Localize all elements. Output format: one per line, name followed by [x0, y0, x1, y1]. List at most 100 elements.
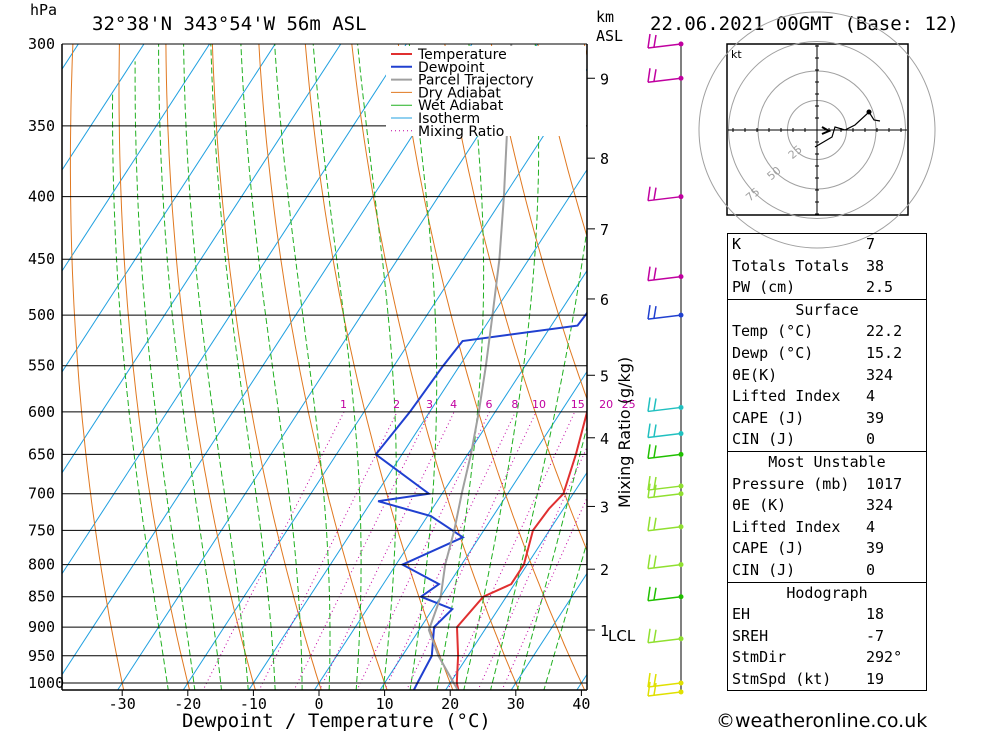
isotherm-line: [445, 471, 587, 690]
index-value: 324: [866, 496, 894, 515]
dry-adiabat-line: [69, 44, 125, 690]
isotherm-line: [62, 44, 211, 272]
wet-adiabat-line: [543, 540, 587, 690]
pressure-tick-label: 850: [28, 588, 55, 606]
mixing-ratio-line: [447, 411, 576, 690]
mixing-ratio-label: 8: [511, 398, 518, 411]
index-row: PW (cm) 2.5: [728, 277, 926, 299]
mixing-ratio-label: 3: [426, 398, 433, 411]
index-value: 22.2: [866, 322, 903, 341]
index-value: 0: [866, 560, 876, 579]
wind-barb-flag: [647, 68, 651, 83]
index-row: Temp (°C) 22.2: [728, 321, 926, 343]
isotherm-line: [313, 269, 587, 690]
legend-entry: Wet Adiabat: [418, 98, 504, 114]
wet-adiabat-line: [134, 61, 196, 690]
index-value: 39: [866, 539, 885, 558]
temperature-tick-label: -30: [109, 695, 136, 713]
temperature-tick-label: 10: [376, 695, 394, 713]
index-label: StmDir: [732, 648, 787, 667]
dry-adiabat-line: [165, 44, 256, 690]
index-row: CIN (J) 0: [728, 429, 926, 451]
legend-entry: Temperature: [417, 47, 507, 63]
index-row: CAPE (J) 39: [728, 538, 926, 560]
km-unit: km: [596, 8, 614, 26]
index-label: PW (cm): [732, 278, 796, 297]
mixing-ratio-line: [258, 411, 398, 690]
index-value: 18: [866, 605, 885, 624]
dry-adiabat-line: [986, 7, 1000, 709]
wind-barb-flag: [647, 483, 651, 498]
wind-barb-flag: [653, 517, 657, 530]
km-tick-label: 8: [600, 150, 609, 168]
x-axis-label: Dewpoint / Temperature (°C): [182, 710, 491, 732]
legend-entry: Mixing Ratio: [418, 124, 504, 140]
hodograph-trace: [814, 111, 881, 148]
surface-indices: Surface Temp (°C) 22.2 Dewp (°C) 15.2 θE(K) 3…: [727, 299, 927, 452]
index-row: Lifted Index 4: [728, 386, 926, 408]
wind-barb-flag: [653, 187, 657, 200]
km-tick-label: 5: [600, 367, 609, 385]
index-value: 4: [866, 387, 876, 406]
pressure-tick-label: 750: [28, 521, 55, 539]
dry-adiabat-line: [490, 44, 587, 401]
index-label: K: [732, 235, 742, 253]
wind-barb-flag: [647, 554, 651, 569]
temperature-tick-label: 30: [507, 695, 525, 713]
index-label: Pressure (mb): [732, 474, 850, 493]
index-row: Lifted Index 4: [728, 517, 926, 539]
hodograph-indices: Hodograph EH 18 SREH -7 StmDir 292° StmSpd (kt…: [727, 582, 927, 692]
index-label: CAPE (J): [732, 408, 805, 427]
wind-barb-flag: [647, 266, 651, 281]
legend-entry: Parcel Trajectory: [418, 73, 534, 89]
index-label: Lifted Index: [732, 387, 841, 406]
wind-barb-flag: [647, 444, 651, 459]
wet-adiabat-line: [408, 44, 438, 690]
index-row: EH 18: [728, 604, 926, 626]
index-value: -7: [866, 626, 885, 645]
index-label: Totals Totals: [732, 256, 850, 275]
wet-adiabat-line: [357, 44, 397, 690]
mixing-ratio-axis-label: Mixing Ratio (g/kg): [615, 357, 634, 508]
wet-adiabat-line: [183, 44, 249, 690]
wind-barb-flag: [653, 305, 657, 319]
index-row: CIN (J) 0: [728, 560, 926, 582]
wind-barb-flag: [647, 681, 651, 697]
temperature-tick-label: 0: [314, 695, 323, 713]
mixing-ratio-label: 15: [571, 398, 585, 411]
indices-panel: K 7 Totals Totals 38 PW (cm) 2.5 Surface Temp…: [727, 233, 927, 692]
wind-barb-flag: [653, 267, 657, 280]
wind-barb-flag: [653, 484, 657, 497]
km-tick-label: 6: [600, 291, 609, 309]
wet-adiabat-line: [274, 44, 331, 690]
pressure-tick-label: 800: [28, 556, 55, 574]
index-row: CAPE (J) 39: [728, 408, 926, 430]
index-label: SREH: [732, 626, 769, 645]
location-title: 32°38'N 343°54'W 56m ASL: [92, 13, 367, 35]
wind-barb-flag: [653, 673, 657, 687]
index-value: 38: [866, 256, 885, 275]
wind-barb-flag: [647, 186, 651, 201]
pressure-tick-label: 600: [28, 403, 55, 421]
pressure-tick-label: 900: [28, 618, 55, 636]
hodograph-ring: [698, 11, 936, 249]
pressure-tick-label: 300: [28, 35, 55, 53]
wind-barb-flag: [647, 33, 651, 49]
temperature-tick-label: -20: [174, 695, 201, 713]
mixing-ratio-label: 6: [485, 398, 492, 411]
wind-barbs: [647, 33, 684, 697]
temperature-line: [455, 407, 587, 690]
wind-barb-staff: [647, 275, 682, 282]
dry-adiabat-line: [537, 44, 587, 239]
wind-barb-staff: [647, 43, 682, 49]
index-value: 292°: [866, 648, 903, 667]
wet-adiabat-line: [240, 44, 303, 690]
wind-barb-staff: [647, 638, 682, 644]
wind-barb-flag: [653, 34, 657, 48]
index-row: Totals Totals 38: [728, 256, 926, 278]
wind-barb-flag: [647, 305, 651, 320]
wind-barb-staff: [647, 314, 682, 320]
pressure-tick-label: 550: [28, 357, 55, 375]
